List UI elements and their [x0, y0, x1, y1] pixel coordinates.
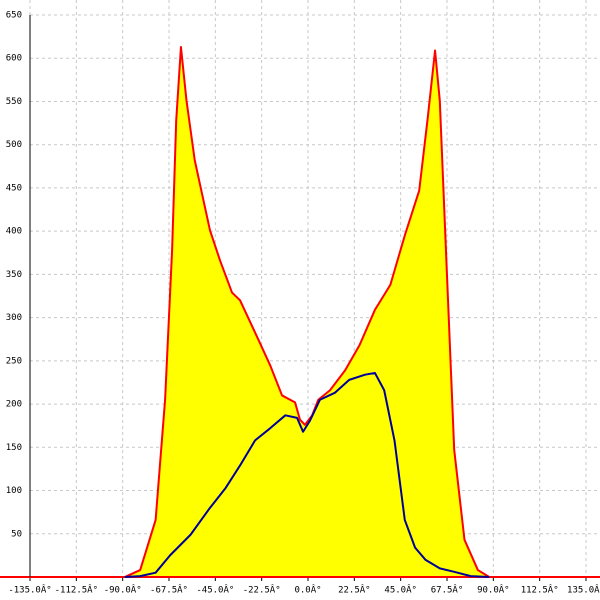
- y-tick-label: 500: [6, 140, 22, 150]
- y-tick-label: 100: [6, 486, 22, 496]
- series-line: [124, 45, 490, 578]
- x-tick-label: -67.5Â°: [150, 584, 188, 596]
- x-tick-label: -90.0Â°: [104, 584, 142, 596]
- x-tick-label: -112.5Â°: [55, 584, 98, 596]
- x-tick-label: 90.0Â°: [477, 584, 510, 596]
- y-tick-label: 600: [6, 54, 22, 64]
- x-tick-label: 45.0Â°: [384, 584, 417, 596]
- y-tick-label: 150: [6, 443, 22, 453]
- area-fill: [124, 46, 490, 577]
- y-tick-label: 50: [11, 529, 22, 539]
- x-tick-label: 22.5Â°: [338, 584, 371, 596]
- y-tick-label: 400: [6, 227, 22, 237]
- y-tick-label: 650: [6, 11, 22, 21]
- x-tick-label: -45.0Â°: [196, 584, 234, 596]
- x-tick-label: 135.0Â°: [567, 584, 600, 596]
- y-tick-label: 450: [6, 183, 22, 193]
- y-tick-label: 200: [6, 400, 22, 410]
- x-tick-label: 112.5Â°: [521, 584, 559, 596]
- y-tick-label: 350: [6, 270, 22, 280]
- y-tick-label: 300: [6, 313, 22, 323]
- x-tick-label: 67.5Â°: [431, 584, 464, 596]
- y-tick-label: 250: [6, 356, 22, 366]
- x-tick-label: -135.0Â°: [8, 584, 51, 596]
- y-tick-label: 550: [6, 97, 22, 107]
- series-line: [124, 371, 490, 578]
- x-tick-label: 0.0Â°: [294, 584, 321, 596]
- x-tick-label: -22.5Â°: [243, 584, 281, 596]
